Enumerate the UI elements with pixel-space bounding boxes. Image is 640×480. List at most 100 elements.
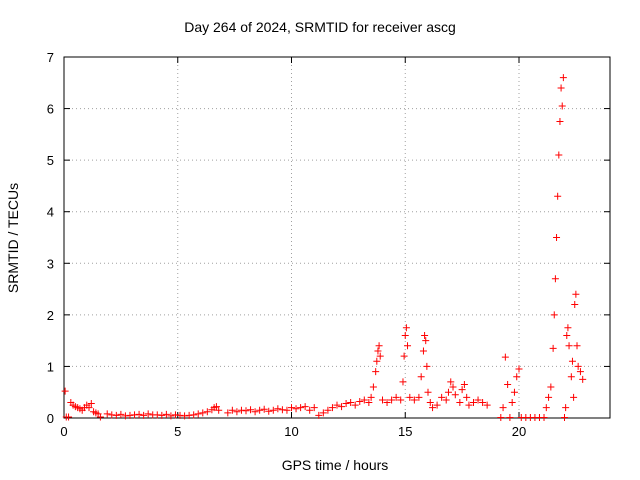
data-point xyxy=(573,342,581,350)
data-point xyxy=(228,406,236,414)
data-point xyxy=(265,407,273,415)
data-point xyxy=(324,406,332,414)
y-tick-label: 3 xyxy=(47,256,54,271)
data-point xyxy=(374,347,382,355)
data-point xyxy=(367,393,375,401)
data-point xyxy=(422,337,430,345)
data-point xyxy=(449,383,457,391)
x-tick-label: 15 xyxy=(398,424,412,439)
axis-ticks: 0 5 10 15 20 0 1 2 3 4 5 6 7 xyxy=(47,50,610,439)
data-point xyxy=(479,399,487,407)
data-point xyxy=(563,331,571,339)
data-point xyxy=(456,399,464,407)
data-point xyxy=(561,413,568,421)
data-point xyxy=(501,353,509,361)
data-point xyxy=(400,352,408,360)
data-point xyxy=(269,406,277,414)
y-tick-label: 0 xyxy=(47,411,54,426)
data-point xyxy=(288,404,295,412)
data-point xyxy=(442,396,450,404)
data-point xyxy=(564,324,572,332)
data-point xyxy=(190,411,198,419)
data-point xyxy=(256,406,264,414)
data-point xyxy=(376,352,384,360)
data-point xyxy=(558,102,566,110)
data-point xyxy=(410,396,418,404)
data-point xyxy=(87,400,95,408)
data-point xyxy=(315,411,323,419)
data-point xyxy=(550,311,558,319)
data-point xyxy=(65,413,73,421)
data-point xyxy=(399,378,407,386)
data-point xyxy=(568,357,576,365)
data-point xyxy=(555,151,563,159)
data-point xyxy=(549,344,557,352)
data-point xyxy=(510,388,518,396)
data-point xyxy=(365,399,373,407)
data-points xyxy=(61,74,587,421)
data-point xyxy=(433,401,441,409)
data-point xyxy=(499,404,507,412)
data-point xyxy=(162,410,170,418)
y-axis-label: SRMTID / TECUs xyxy=(5,183,21,293)
data-point xyxy=(474,396,482,404)
data-point xyxy=(301,403,309,411)
data-point xyxy=(515,365,523,373)
data-point xyxy=(508,399,516,407)
data-point xyxy=(260,405,268,413)
data-point xyxy=(397,396,405,404)
data-point xyxy=(570,393,578,401)
x-tick-label: 0 xyxy=(60,424,67,439)
data-point xyxy=(547,383,555,391)
data-point xyxy=(417,373,425,381)
data-point xyxy=(297,404,305,412)
data-point xyxy=(283,406,291,414)
data-point xyxy=(85,404,93,412)
x-tick-label: 20 xyxy=(512,424,526,439)
data-point xyxy=(470,399,477,407)
data-point xyxy=(557,84,565,92)
data-point xyxy=(351,401,359,409)
data-point xyxy=(567,373,575,381)
data-point xyxy=(553,234,561,241)
data-point xyxy=(551,275,559,283)
y-tick-label: 2 xyxy=(47,308,54,323)
data-point xyxy=(242,407,250,415)
data-point xyxy=(406,393,414,401)
data-point xyxy=(158,411,166,419)
data-point xyxy=(576,368,584,376)
data-point xyxy=(574,362,582,370)
x-axis-label: GPS time / hours xyxy=(282,457,389,473)
data-point xyxy=(579,375,587,383)
plot-frame xyxy=(63,56,611,419)
data-point xyxy=(103,410,111,418)
data-point xyxy=(319,409,327,417)
data-point xyxy=(465,401,473,409)
data-point xyxy=(233,408,241,416)
data-point xyxy=(388,396,396,404)
x-tick-label: 5 xyxy=(174,424,181,439)
data-point xyxy=(185,411,193,419)
data-point xyxy=(338,403,346,411)
data-point xyxy=(438,393,446,401)
data-point xyxy=(423,362,431,370)
data-point xyxy=(215,406,223,414)
data-point xyxy=(310,404,318,412)
data-point xyxy=(506,413,514,421)
data-point xyxy=(247,406,255,414)
data-point xyxy=(379,396,386,404)
data-point xyxy=(571,301,579,309)
data-point xyxy=(176,411,184,419)
data-point xyxy=(126,411,134,419)
data-point xyxy=(542,404,550,412)
data-point xyxy=(444,388,452,396)
data-point xyxy=(392,393,400,401)
y-tick-label: 5 xyxy=(47,153,54,168)
data-point xyxy=(383,399,391,407)
data-point xyxy=(402,324,410,332)
data-point xyxy=(513,373,521,381)
data-point xyxy=(108,411,116,419)
data-point xyxy=(421,331,429,339)
data-point xyxy=(171,411,179,419)
data-point xyxy=(426,399,434,407)
